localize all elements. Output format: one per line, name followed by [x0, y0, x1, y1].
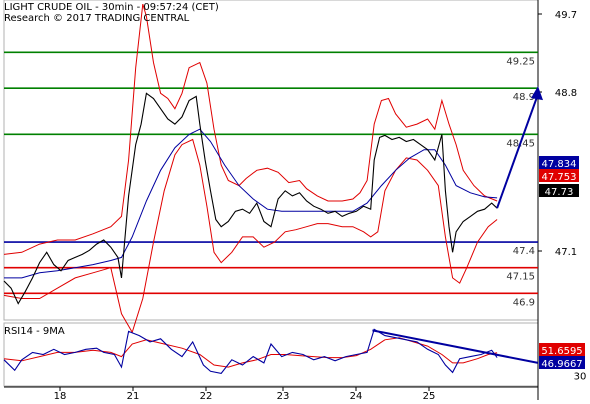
rsi-panel-title: RSI14 - 9MA [4, 326, 65, 337]
copyright-label: Research © 2017 TRADING CENTRAL [4, 13, 190, 24]
bollinger-lower-line [3, 138, 498, 334]
y-tick-label: 47.1 [555, 247, 577, 258]
x-tick-label: 18 [54, 391, 67, 400]
price-tag-box [539, 156, 579, 169]
price-line [3, 92, 498, 305]
level-label: 46.9 [513, 297, 535, 308]
level-label: 48.9 [513, 92, 535, 103]
x-tick-label: 21 [127, 391, 140, 400]
chart-title: LIGHT CRUDE OIL - 30min - 09:57:24 (CET) [4, 2, 219, 13]
rsi-ma-line [3, 337, 498, 368]
rsi-line [3, 328, 498, 375]
rsi-tag-box [539, 343, 585, 356]
moving-average-line [4, 128, 498, 279]
level-label: 47.15 [506, 272, 535, 283]
x-tick-label: 22 [200, 391, 213, 400]
y-tick-label: 48.8 [555, 88, 577, 99]
price-tag-label: 47.73 [545, 187, 574, 198]
y-tick-label: 49.7 [555, 10, 577, 21]
forecast-arrow-line [496, 93, 539, 209]
main-plot-frame [3, 0, 539, 321]
level-label: 49.25 [506, 56, 535, 67]
price-tag-label: 47.834 [542, 159, 577, 170]
rsi-tag-label: 51.6595 [541, 346, 582, 357]
bollinger-upper-line [3, 3, 498, 255]
level-label: 47.4 [513, 246, 535, 257]
x-tick-label: 23 [277, 391, 290, 400]
rsi-trendline [372, 329, 539, 364]
rsi-y-tick-label: 30 [574, 372, 587, 383]
forecast-arrow-head [531, 86, 543, 101]
price-tag-box [539, 169, 579, 182]
price-tag-box [539, 184, 579, 197]
price-tag-label: 47.753 [542, 172, 577, 183]
rsi-tag-label: 46.9667 [541, 359, 582, 370]
x-tick-label: 25 [423, 391, 436, 400]
x-tick-label: 24 [350, 391, 363, 400]
rsi-tag-box [539, 356, 585, 369]
